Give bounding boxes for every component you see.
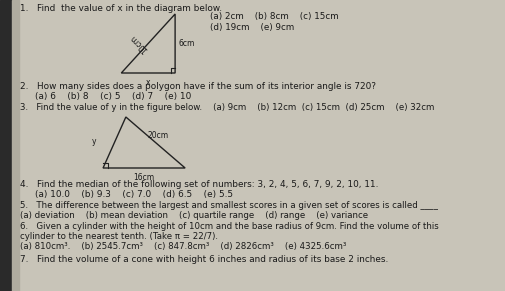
Text: (a) 10.0    (b) 9.3    (c) 7.0    (d) 6.5    (e) 5.5: (a) 10.0 (b) 9.3 (c) 7.0 (d) 6.5 (e) 5.5	[35, 190, 233, 199]
Text: 4.   Find the median of the following set of numbers: 3, 2, 4, 5, 6, 7, 9, 2, 10: 4. Find the median of the following set …	[20, 180, 378, 189]
Text: 6.   Given a cylinder with the height of 10cm and the base radius of 9cm. Find t: 6. Given a cylinder with the height of 1…	[20, 222, 439, 231]
Text: (d) 19cm    (e) 9cm: (d) 19cm (e) 9cm	[210, 23, 294, 32]
Text: y: y	[92, 138, 96, 146]
Text: (a) 810cm³.    (b) 2545.7cm³    (c) 847.8cm³    (d) 2826cm³    (e) 4325.6cm³: (a) 810cm³. (b) 2545.7cm³ (c) 847.8cm³ (…	[20, 242, 346, 251]
Text: 6cm: 6cm	[179, 38, 195, 47]
Text: 20cm: 20cm	[147, 132, 168, 141]
Text: 16cm: 16cm	[133, 173, 155, 182]
Text: (a) deviation    (b) mean deviation    (c) quartile range    (d) range    (e) va: (a) deviation (b) mean deviation (c) qua…	[20, 211, 368, 220]
Text: 7.   Find the volume of a cone with height 6 inches and radius of its base 2 inc: 7. Find the volume of a cone with height…	[20, 255, 388, 264]
Text: 10cm: 10cm	[128, 32, 149, 54]
Text: cylinder to the nearest tenth. (Take π = 22/7).: cylinder to the nearest tenth. (Take π =…	[20, 232, 218, 241]
Text: 5.   The difference between the largest and smallest scores in a given set of sc: 5. The difference between the largest an…	[20, 201, 438, 210]
Bar	[12, 0, 19, 291]
Text: x: x	[145, 78, 150, 87]
Text: (a) 6    (b) 8    (c) 5    (d) 7    (e) 10: (a) 6 (b) 8 (c) 5 (d) 7 (e) 10	[35, 92, 191, 101]
Text: 3.   Find the value of y in the figure below.    (a) 9cm    (b) 12cm  (c) 15cm  : 3. Find the value of y in the figure bel…	[20, 103, 434, 112]
Text: (a) 2cm    (b) 8cm    (c) 15cm: (a) 2cm (b) 8cm (c) 15cm	[210, 12, 338, 21]
Text: 2.   How many sides does a polygon have if the sum of its interior angle is 720?: 2. How many sides does a polygon have if…	[20, 82, 376, 91]
Text: 1.   Find  the value of x in the diagram below.: 1. Find the value of x in the diagram be…	[20, 4, 222, 13]
Bar	[0, 0, 12, 291]
